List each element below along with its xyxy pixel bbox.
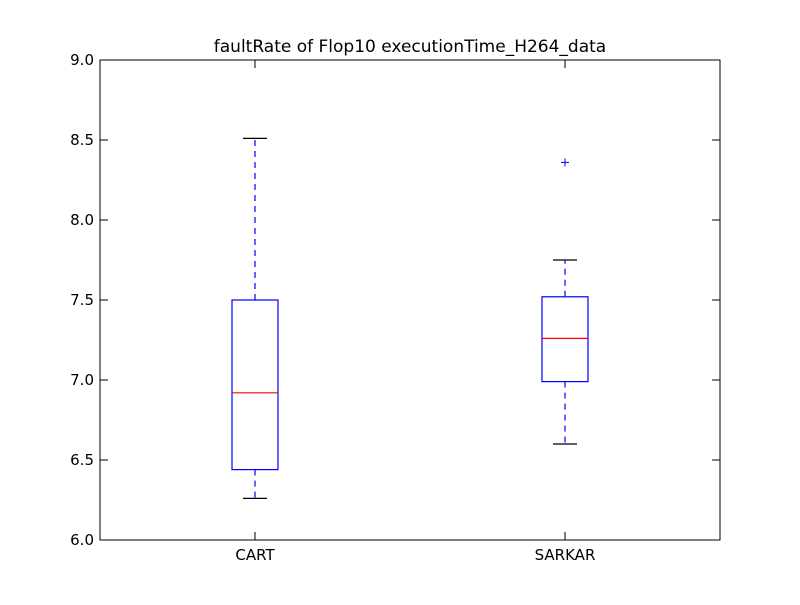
x-tick-label: SARKAR	[535, 546, 596, 564]
y-tick-label: 8.5	[70, 131, 94, 149]
chart-title: faultRate of Flop10 executionTime_H264_d…	[214, 37, 606, 57]
y-tick-label: 8.0	[70, 211, 94, 229]
x-tick-label: CART	[235, 546, 275, 564]
y-tick-label: 7.5	[70, 291, 94, 309]
plot-area: 6.0 6.5 7.0 7.5 8.0 8.5 9.0 CART SARKAR	[70, 51, 721, 564]
outlier-marker	[561, 158, 569, 167]
box-cart	[231, 299, 279, 471]
box-sarkar	[541, 296, 589, 383]
y-tick-label: 6.5	[70, 451, 94, 469]
y-tick-label: 9.0	[70, 51, 94, 69]
y-tick-label: 7.0	[70, 371, 94, 389]
y-tick-label: 6.0	[70, 531, 94, 549]
